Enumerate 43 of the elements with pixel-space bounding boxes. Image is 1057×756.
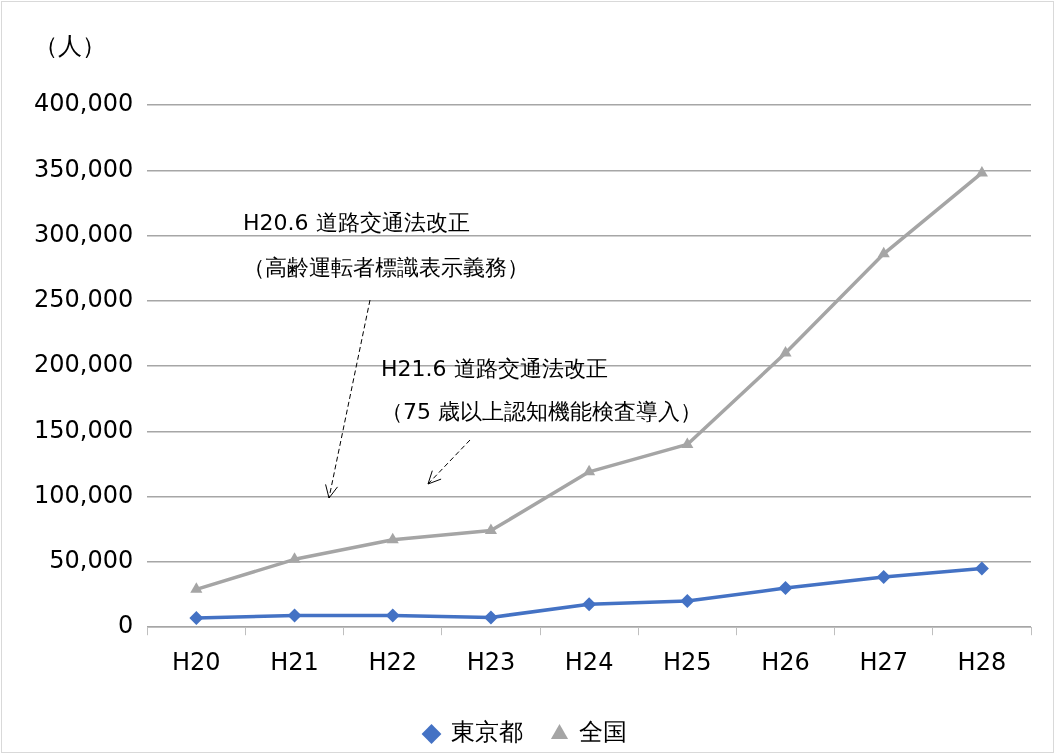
annotation: H20.6 道路交通法改正 [243,209,470,237]
annotation: （高齢運転者標識表示義務） [243,254,529,282]
x-tick-label: H25 [663,647,712,676]
point [385,608,400,623]
point [484,523,497,535]
x-tick-label: H28 [957,647,1007,676]
x-tick-label: H27 [859,647,908,676]
x-tick-label: H21 [270,647,319,676]
y-tick-label: 200,000 [34,350,134,379]
y-tick-label: 50,000 [49,546,134,575]
point [680,594,695,609]
point [975,165,988,177]
point [582,597,597,612]
x-tick-label: H26 [761,647,810,676]
point [189,611,204,626]
y-tick-label: 350,000 [34,154,134,183]
legend-label: 東京都 [450,718,523,747]
x-tick-label: H22 [368,647,418,676]
x-tick-label: H20 [172,647,221,676]
annotation: （75 歳以上認知機能検査導入） [381,398,702,426]
x-tick-label: H24 [564,647,614,676]
point [386,532,399,544]
point [287,608,302,623]
y-tick-label: 400,000 [34,89,134,118]
point [681,437,694,448]
y-tick-label: 300,000 [34,219,134,248]
point [779,346,792,357]
point [778,581,793,596]
x-tick-label: H23 [466,647,516,676]
point [974,561,989,576]
y-tick-label: 100,000 [34,480,134,509]
point [483,610,498,625]
y-tick-label: 150,000 [34,415,134,444]
point [190,582,203,593]
y-axis-title: （人） [34,31,106,62]
point [876,569,891,584]
point [877,246,890,258]
point [288,552,301,563]
y-tick-label: 250,000 [34,285,134,314]
legend-label: 全国 [578,718,627,747]
y-tick-label: 0 [117,611,134,640]
point [583,464,596,476]
annotation: H21.6 道路交通法改正 [381,355,608,383]
